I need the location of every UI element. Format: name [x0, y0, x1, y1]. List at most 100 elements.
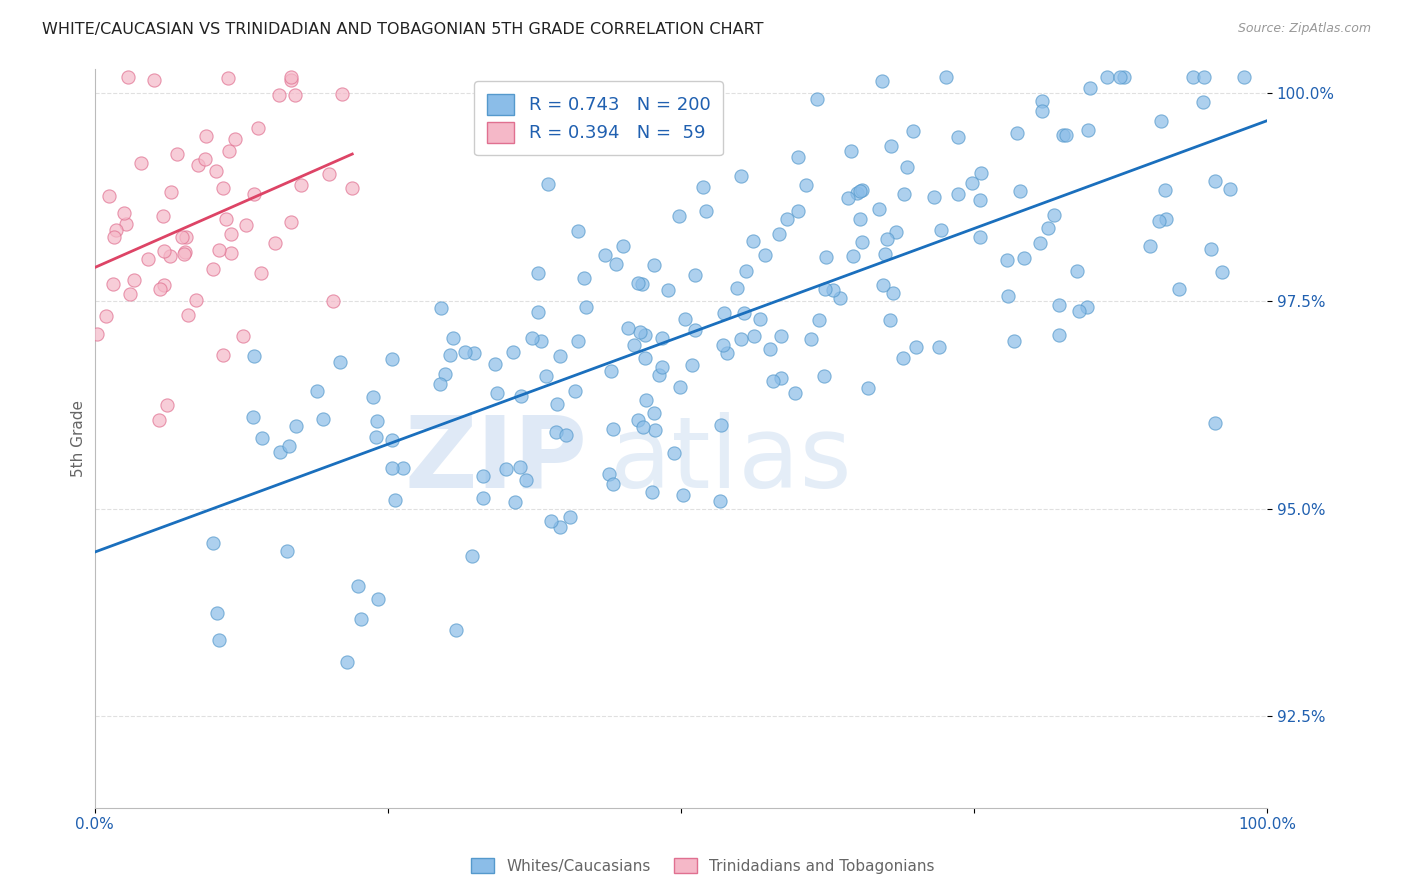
Point [1139, 239, 1161, 253]
Point [471, 469, 494, 483]
Point [1047, 298, 1070, 312]
Point [815, 250, 838, 264]
Point [924, 190, 946, 204]
Point [651, 331, 673, 345]
Point [129, 156, 152, 170]
Text: Source: ZipAtlas.com: Source: ZipAtlas.com [1237, 22, 1371, 36]
Point [526, 305, 548, 319]
Point [201, 536, 224, 550]
Text: WHITE/CAUCASIAN VS TRINIDADIAN AND TOBAGONIAN 5TH GRADE CORRELATION CHART: WHITE/CAUCASIAN VS TRINIDADIAN AND TOBAG… [42, 22, 763, 37]
Point [572, 271, 595, 285]
Point [1181, 70, 1204, 84]
Point [946, 130, 969, 145]
Point [454, 345, 477, 359]
Point [1010, 184, 1032, 198]
Point [548, 350, 571, 364]
Point [1031, 94, 1053, 108]
Point [221, 227, 243, 241]
Point [444, 624, 467, 638]
Point [1233, 70, 1256, 84]
Point [1043, 208, 1066, 222]
Point [735, 264, 758, 278]
Point [224, 132, 246, 146]
Point [166, 146, 188, 161]
Point [117, 70, 139, 84]
Point [567, 334, 589, 348]
Point [769, 371, 792, 385]
Point [627, 413, 650, 427]
Point [884, 225, 907, 239]
Point [159, 185, 181, 199]
Point [1147, 213, 1170, 227]
Point [120, 286, 142, 301]
Point [681, 358, 703, 372]
Point [280, 73, 302, 87]
Point [710, 418, 733, 433]
Point [269, 445, 291, 459]
Point [1066, 264, 1088, 278]
Point [1002, 334, 1025, 349]
Point [901, 123, 924, 137]
Point [872, 277, 894, 292]
Point [153, 277, 176, 292]
Point [350, 612, 373, 626]
Point [112, 205, 135, 219]
Point [1047, 327, 1070, 342]
Point [212, 180, 235, 194]
Point [673, 311, 696, 326]
Point [136, 252, 159, 266]
Point [392, 461, 415, 475]
Point [548, 520, 571, 534]
Point [269, 88, 291, 103]
Point [929, 223, 952, 237]
Point [1078, 80, 1101, 95]
Point [1150, 113, 1173, 128]
Point [787, 203, 810, 218]
Point [1038, 221, 1060, 235]
Point [195, 128, 218, 143]
Point [713, 306, 735, 320]
Point [284, 88, 307, 103]
Point [672, 488, 695, 502]
Point [849, 211, 872, 226]
Point [276, 544, 298, 558]
Point [537, 177, 560, 191]
Point [540, 514, 562, 528]
Point [381, 433, 404, 447]
Point [1204, 416, 1226, 430]
Point [617, 321, 640, 335]
Point [567, 224, 589, 238]
Point [242, 409, 264, 424]
Point [598, 467, 620, 481]
Point [307, 384, 329, 398]
Point [814, 282, 837, 296]
Point [733, 306, 755, 320]
Point [205, 606, 228, 620]
Point [759, 343, 782, 357]
Point [508, 460, 530, 475]
Point [208, 243, 231, 257]
Point [1219, 182, 1241, 196]
Point [1029, 235, 1052, 250]
Point [544, 425, 567, 439]
Point [1067, 304, 1090, 318]
Point [346, 579, 368, 593]
Point [280, 70, 302, 84]
Point [657, 283, 679, 297]
Point [997, 289, 1019, 303]
Point [174, 244, 197, 259]
Point [730, 169, 752, 183]
Point [946, 186, 969, 201]
Point [329, 355, 352, 369]
Point [527, 266, 550, 280]
Point [749, 312, 772, 326]
Point [644, 423, 666, 437]
Point [461, 549, 484, 563]
Point [177, 308, 200, 322]
Point [896, 161, 918, 175]
Point [1211, 265, 1233, 279]
Point [849, 184, 872, 198]
Point [194, 152, 217, 166]
Point [564, 384, 586, 398]
Point [879, 313, 901, 327]
